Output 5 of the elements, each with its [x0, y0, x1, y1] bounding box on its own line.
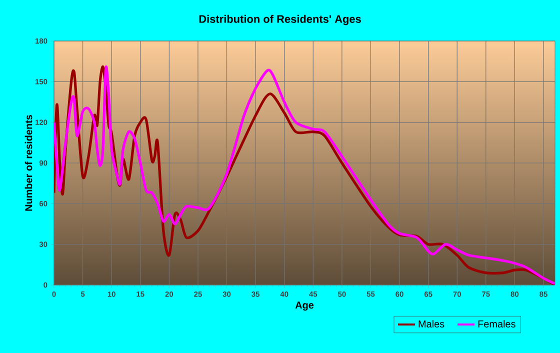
y-axis-title: Number of residents — [24, 114, 32, 211]
legend-label: Females — [478, 320, 516, 328]
legend-label: Males — [418, 320, 444, 328]
chart-title: Distribution of Residents' Ages — [199, 14, 361, 26]
x-axis-title: Age — [295, 302, 314, 311]
